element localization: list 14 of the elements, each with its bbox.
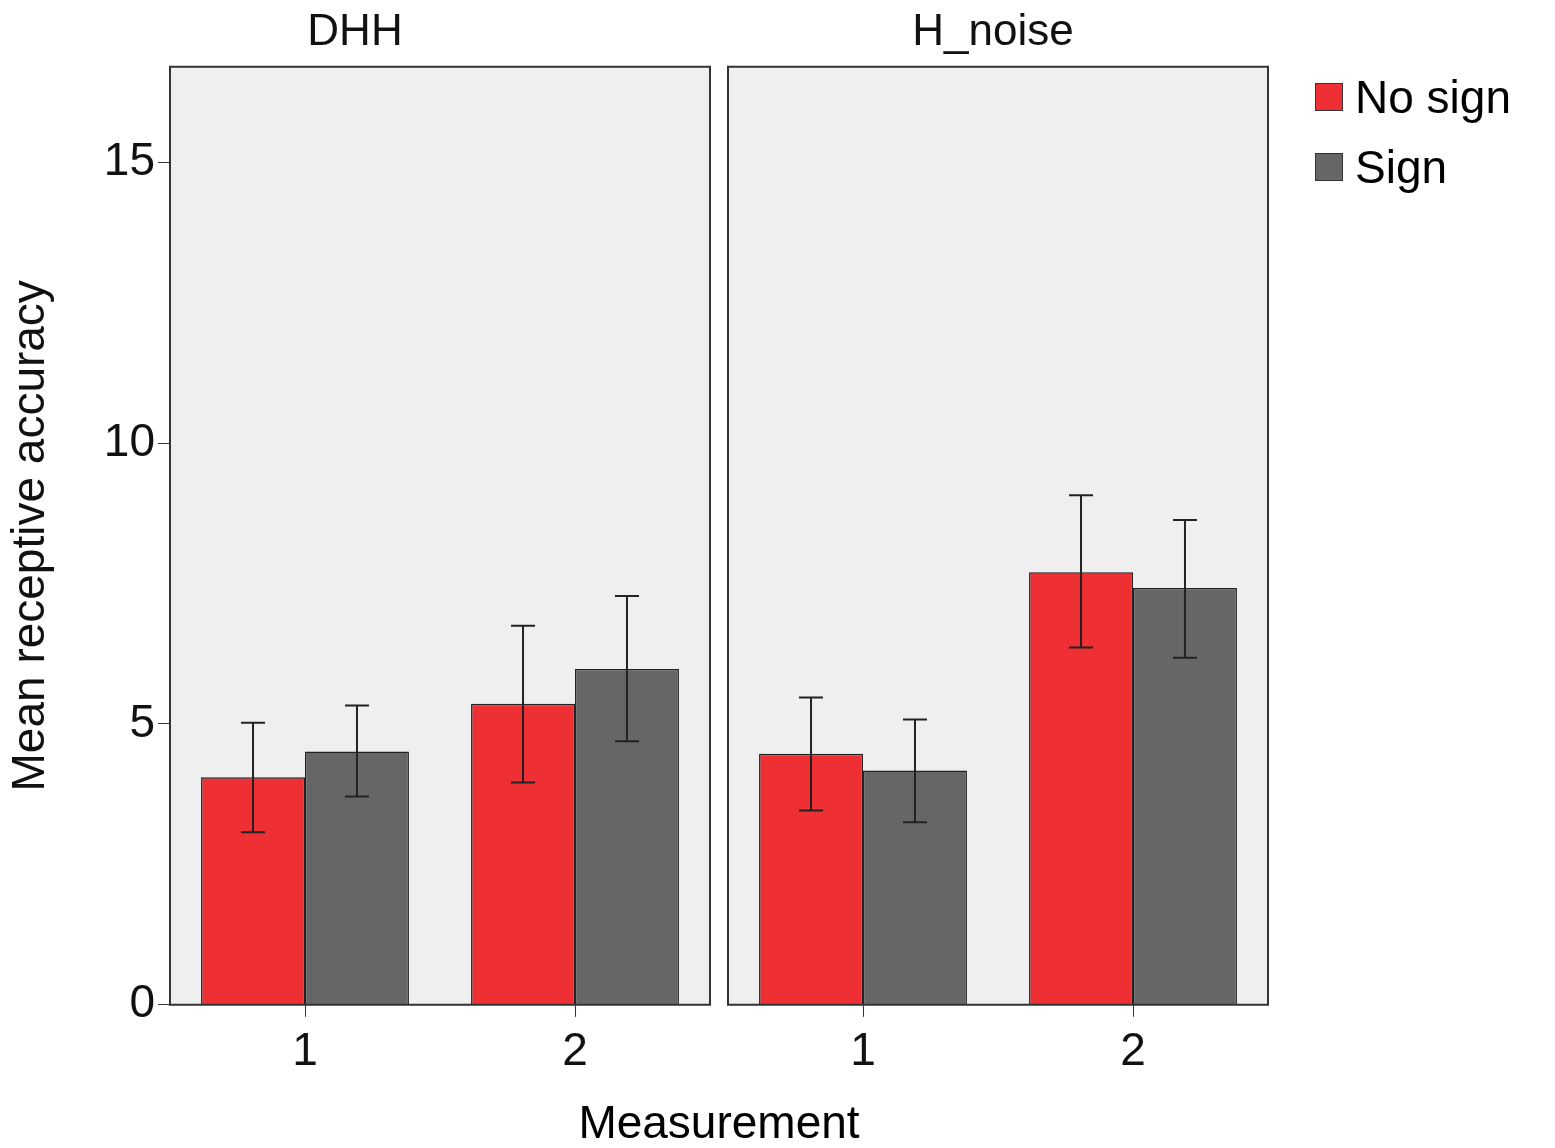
x-axis-title: Measurement [577,1095,861,1148]
chart-title: DHH [307,4,403,54]
chart-title: H_noise [912,4,1074,54]
y-axis-title: Mean receptive accuracy [2,280,55,792]
x-tick-label: 2 [562,1023,588,1076]
y-tick-label: 0 [129,975,155,1028]
y-tick-label: 5 [129,694,155,747]
legend-label: Sign [1355,140,1448,194]
x-tick-label: 1 [850,1023,876,1076]
legend-label: No sign [1355,70,1511,124]
x-tick-label: 2 [1120,1023,1146,1076]
y-tick-label: 10 [103,413,155,466]
x-tick-label: 1 [292,1023,318,1076]
y-tick-label: 15 [103,132,155,185]
